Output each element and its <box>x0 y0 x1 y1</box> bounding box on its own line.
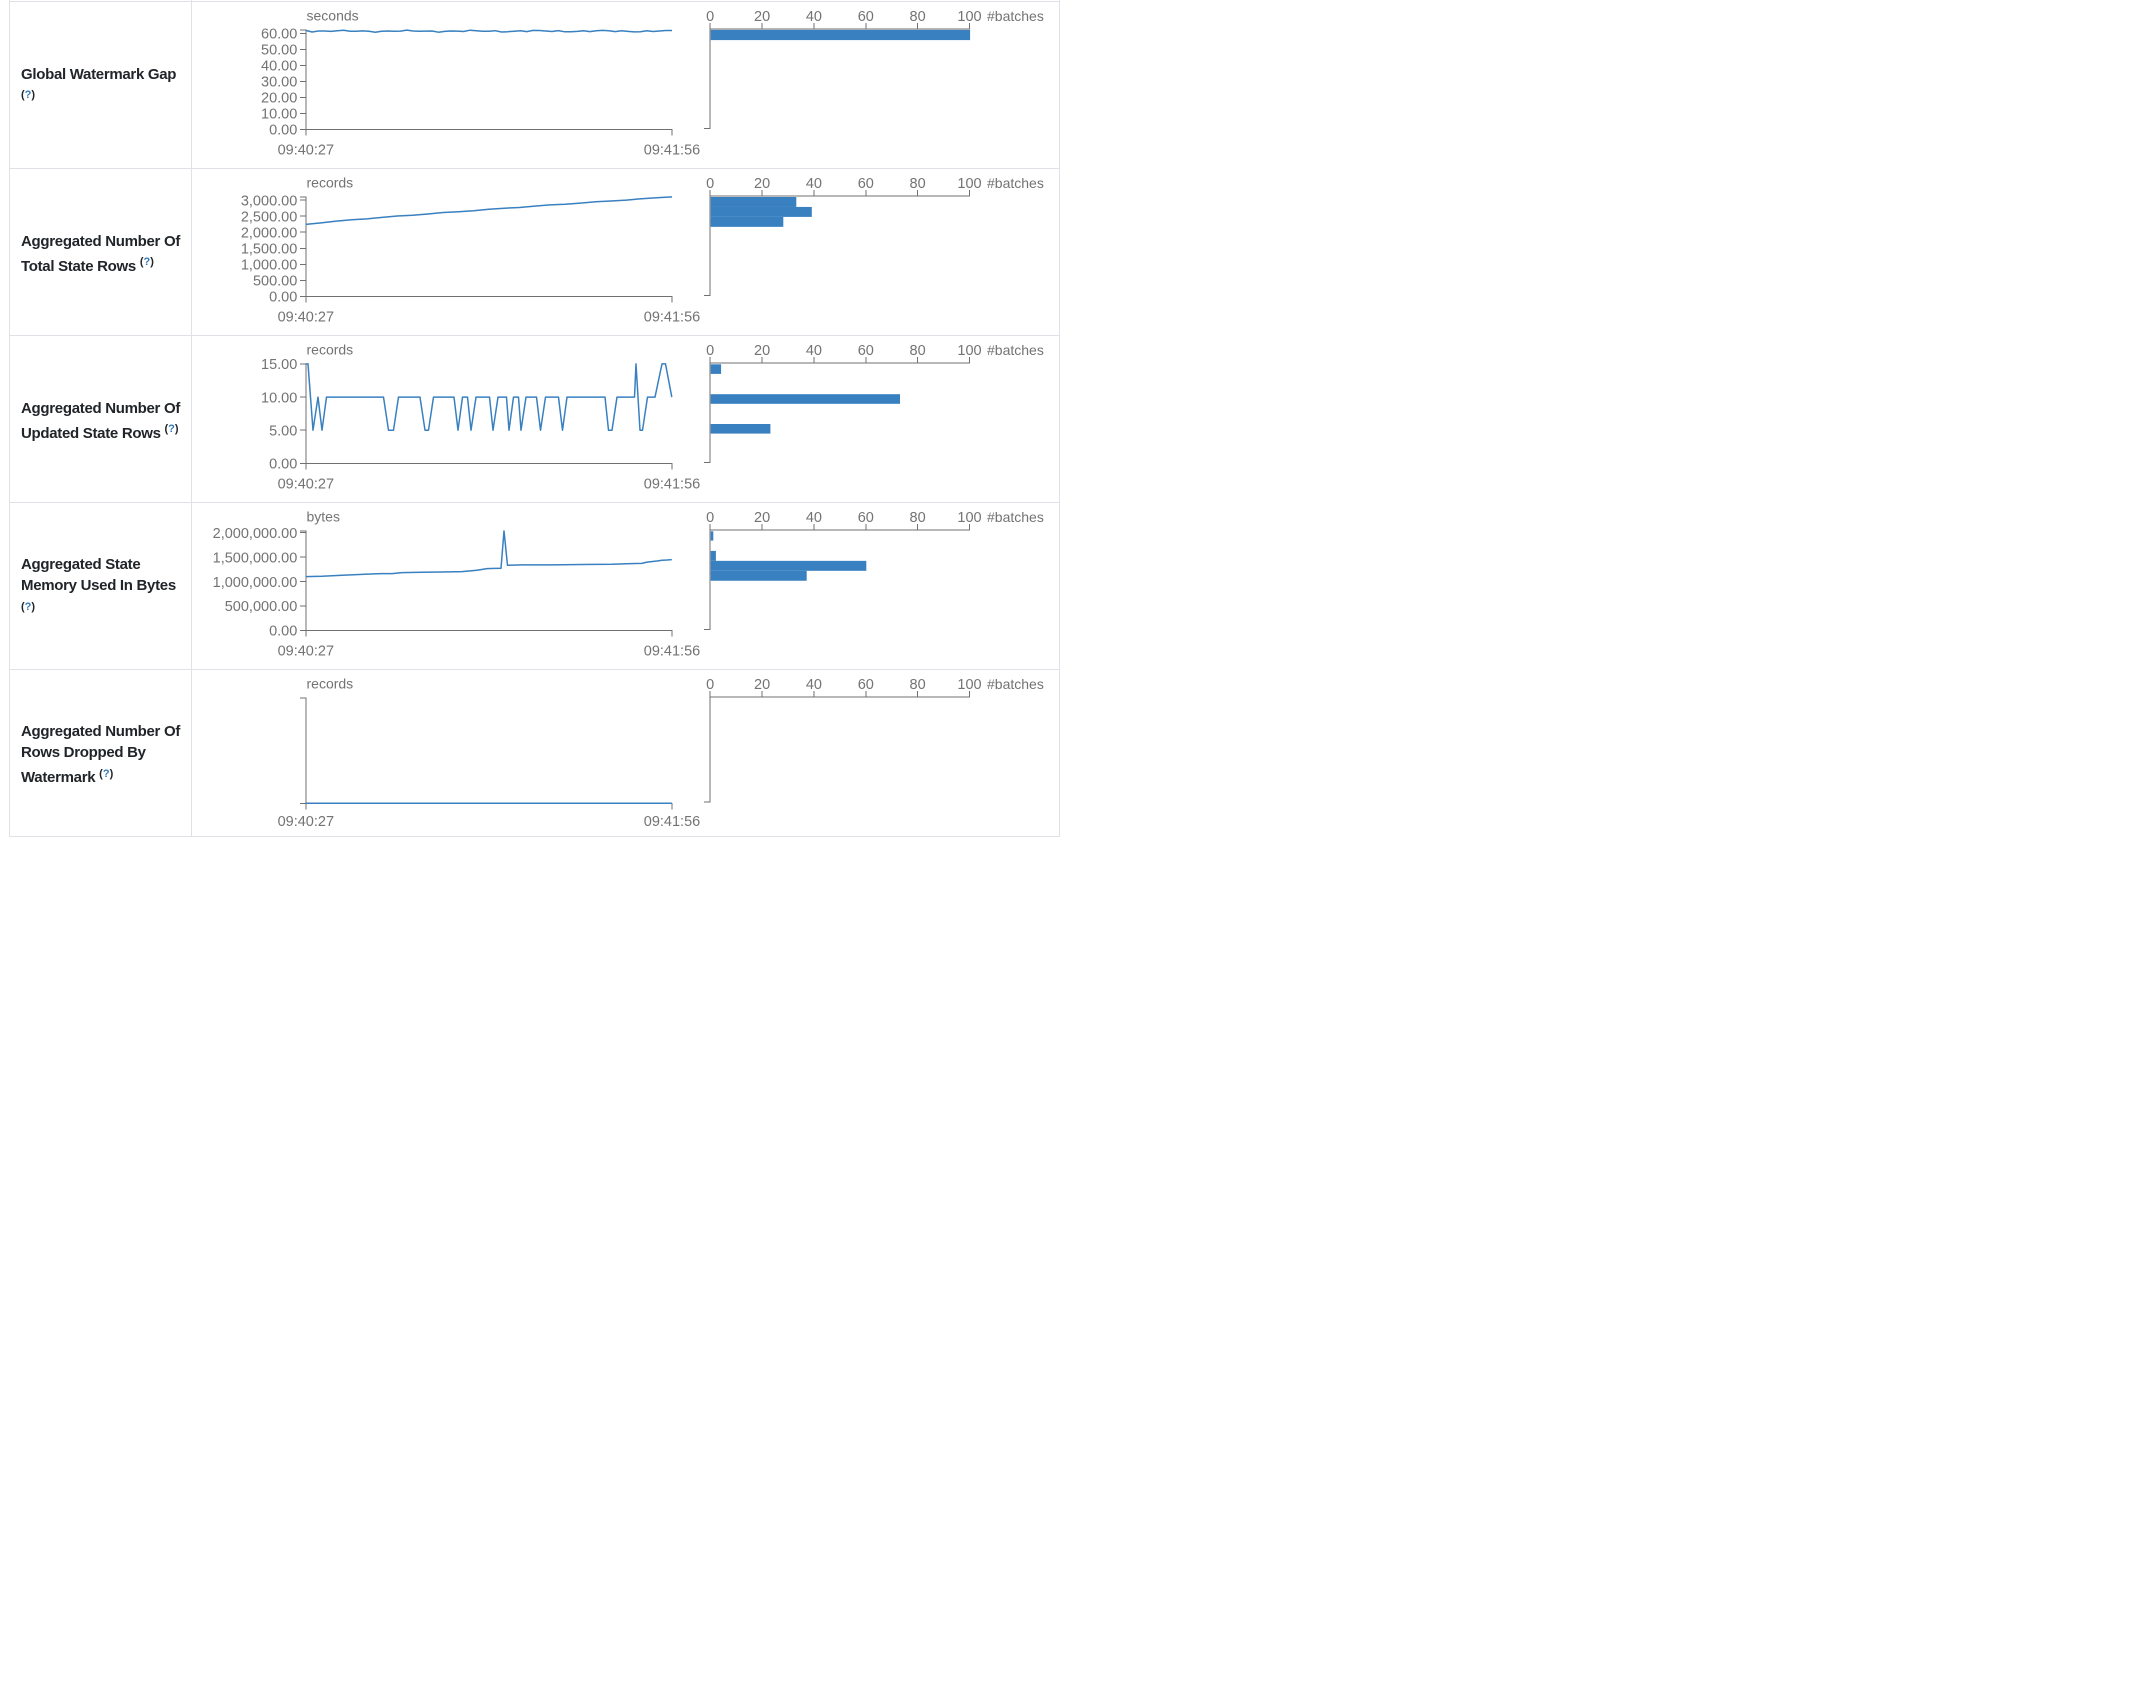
svg-text:09:40:27: 09:40:27 <box>278 476 334 492</box>
svg-text:#batches: #batches <box>987 509 1044 525</box>
svg-text:#batches: #batches <box>987 8 1044 24</box>
svg-text:80: 80 <box>910 343 926 359</box>
svg-text:09:41:56: 09:41:56 <box>644 814 700 830</box>
svg-text:80: 80 <box>910 510 926 526</box>
svg-text:10.00: 10.00 <box>261 390 297 406</box>
svg-text:50.00: 50.00 <box>261 43 297 59</box>
svg-text:60: 60 <box>858 176 874 192</box>
svg-text:5.00: 5.00 <box>269 423 297 439</box>
svg-text:100: 100 <box>957 9 981 25</box>
svg-text:40: 40 <box>806 176 822 192</box>
svg-text:60: 60 <box>858 677 874 693</box>
svg-text:records: records <box>307 342 354 358</box>
svg-text:#batches: #batches <box>987 676 1044 692</box>
svg-text:2,000,000.00: 2,000,000.00 <box>213 526 298 542</box>
svg-text:100: 100 <box>957 677 981 693</box>
svg-text:500.00: 500.00 <box>253 274 297 290</box>
svg-text:100: 100 <box>957 176 981 192</box>
svg-text:bytes: bytes <box>307 509 340 525</box>
svg-text:0: 0 <box>706 510 714 526</box>
svg-text:15.00: 15.00 <box>261 357 297 373</box>
svg-text:60: 60 <box>858 9 874 25</box>
svg-text:60: 60 <box>858 343 874 359</box>
svg-text:records: records <box>307 175 354 191</box>
svg-text:09:40:27: 09:40:27 <box>278 643 334 659</box>
svg-text:09:41:56: 09:41:56 <box>644 309 700 325</box>
svg-text:0: 0 <box>706 343 714 359</box>
svg-text:10.00: 10.00 <box>261 107 297 123</box>
svg-text:80: 80 <box>910 9 926 25</box>
svg-text:0: 0 <box>706 9 714 25</box>
svg-text:60: 60 <box>858 510 874 526</box>
svg-text:#batches: #batches <box>987 175 1044 191</box>
svg-text:100: 100 <box>957 343 981 359</box>
svg-text:20: 20 <box>754 343 770 359</box>
svg-text:20: 20 <box>754 9 770 25</box>
svg-text:seconds: seconds <box>307 8 359 24</box>
svg-text:20: 20 <box>754 176 770 192</box>
svg-text:records: records <box>307 676 354 692</box>
svg-text:09:41:56: 09:41:56 <box>644 643 700 659</box>
svg-text:40.00: 40.00 <box>261 59 297 75</box>
svg-text:40: 40 <box>806 677 822 693</box>
svg-text:09:40:27: 09:40:27 <box>278 142 334 158</box>
svg-text:09:41:56: 09:41:56 <box>644 476 700 492</box>
svg-text:09:40:27: 09:40:27 <box>278 309 334 325</box>
svg-text:30.00: 30.00 <box>261 75 297 91</box>
svg-text:0.00: 0.00 <box>269 457 297 473</box>
svg-text:1,500.00: 1,500.00 <box>241 242 297 258</box>
svg-text:0.00: 0.00 <box>269 290 297 306</box>
svg-text:40: 40 <box>806 9 822 25</box>
svg-text:1,000,000.00: 1,000,000.00 <box>213 575 298 591</box>
svg-text:1,500,000.00: 1,500,000.00 <box>213 550 298 566</box>
svg-text:60.00: 60.00 <box>261 27 297 43</box>
svg-text:0: 0 <box>706 176 714 192</box>
svg-text:1,000.00: 1,000.00 <box>241 258 297 274</box>
svg-text:500,000.00: 500,000.00 <box>225 599 298 615</box>
svg-text:2,000.00: 2,000.00 <box>241 225 297 241</box>
svg-text:40: 40 <box>806 343 822 359</box>
svg-text:09:40:27: 09:40:27 <box>278 814 334 830</box>
svg-text:80: 80 <box>910 176 926 192</box>
svg-text:0.00: 0.00 <box>269 123 297 139</box>
svg-text:09:41:56: 09:41:56 <box>644 142 700 158</box>
svg-text:0.00: 0.00 <box>269 624 297 640</box>
svg-text:40: 40 <box>806 510 822 526</box>
svg-text:100: 100 <box>957 510 981 526</box>
svg-text:0: 0 <box>706 677 714 693</box>
svg-text:20: 20 <box>754 677 770 693</box>
svg-text:20.00: 20.00 <box>261 91 297 107</box>
svg-text:20: 20 <box>754 510 770 526</box>
svg-text:#batches: #batches <box>987 342 1044 358</box>
svg-text:80: 80 <box>910 677 926 693</box>
svg-text:2,500.00: 2,500.00 <box>241 209 297 225</box>
svg-text:3,000.00: 3,000.00 <box>241 193 297 209</box>
